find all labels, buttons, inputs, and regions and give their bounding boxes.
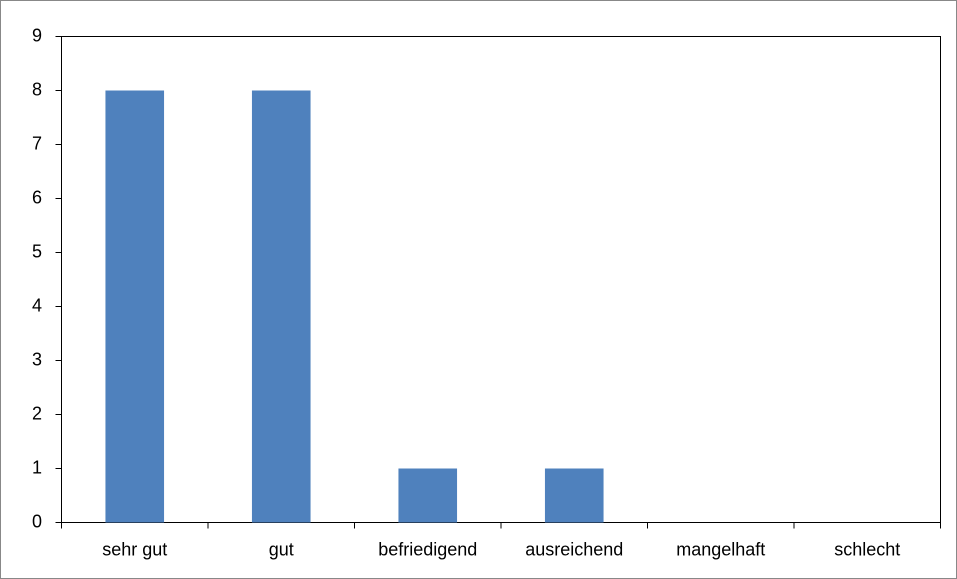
y-tick-label: 8 — [32, 79, 42, 99]
x-tick-label: mangelhaft — [676, 539, 765, 559]
bar — [251, 90, 311, 523]
y-tick-label: 9 — [32, 25, 42, 45]
y-tick-label: 4 — [32, 295, 42, 315]
x-tick-label: gut — [269, 539, 294, 559]
y-tick-label: 0 — [32, 511, 42, 531]
x-tick-label: befriedigend — [378, 539, 477, 559]
x-tick-label: sehr gut — [102, 539, 167, 559]
y-tick-label: 6 — [32, 187, 42, 207]
y-tick-label: 5 — [32, 241, 42, 261]
y-tick-label: 2 — [32, 403, 42, 423]
y-tick-label: 3 — [32, 349, 42, 369]
bar — [105, 90, 165, 523]
y-tick-label: 7 — [32, 133, 42, 153]
y-tick-label: 1 — [32, 457, 42, 477]
bar — [398, 468, 458, 523]
x-tick-label: ausreichend — [525, 539, 623, 559]
x-tick-label: schlecht — [834, 539, 900, 559]
bar — [544, 468, 604, 523]
